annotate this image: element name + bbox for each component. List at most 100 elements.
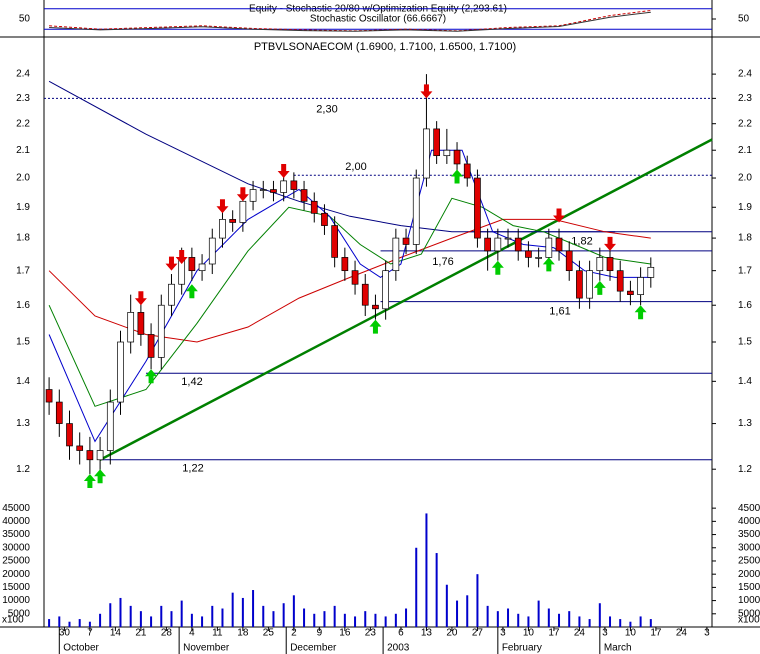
y-tick-label: 1.3 <box>16 418 30 429</box>
volume-bar <box>598 603 601 627</box>
volume-bar <box>364 611 367 627</box>
candle-body <box>423 128 430 179</box>
volume-bar <box>109 603 112 627</box>
sell-arrow <box>604 236 617 251</box>
candle-body <box>627 290 634 295</box>
sell-arrow <box>216 199 229 214</box>
y-tick-label: 2.0 <box>738 173 752 184</box>
volume-bar <box>486 605 489 627</box>
level-label: 1,82 <box>571 236 592 248</box>
buy-arrow <box>491 260 504 275</box>
x-tick-label: 23 <box>365 628 377 639</box>
volume-bar <box>537 600 540 627</box>
volume-bar <box>568 611 571 627</box>
y-tick-label: 1.8 <box>738 233 752 244</box>
stochastic-line <box>49 11 651 32</box>
y-tick-label: 20000 <box>2 569 30 580</box>
moving-average <box>48 197 651 407</box>
candle-body <box>637 277 644 295</box>
volume-bar <box>180 600 183 627</box>
month-label: 2003 <box>387 643 410 654</box>
y-tick-label: 35000 <box>2 529 30 540</box>
candle-body <box>45 389 53 403</box>
y-tick-label: 2.3 <box>738 93 752 104</box>
y-tick-label: 40000 <box>2 516 30 527</box>
y-tick-label: 1.7 <box>16 265 30 276</box>
y-tick-label: 1.8 <box>16 233 30 244</box>
candle-body <box>555 237 563 252</box>
volume-bar <box>68 621 71 627</box>
y-tick-label: 2.4 <box>738 69 752 80</box>
moving-average <box>48 218 651 343</box>
candle-body <box>96 450 104 461</box>
volume-bar <box>384 616 387 627</box>
candle-body <box>494 237 502 252</box>
volume-bar <box>639 616 642 627</box>
volume-bar <box>272 611 275 627</box>
candle-body <box>392 237 400 272</box>
volume-bar <box>476 574 479 627</box>
volume-bar <box>405 608 408 627</box>
y-tick-label: 45000 <box>738 503 760 514</box>
candle-body <box>474 177 481 239</box>
volume-bar <box>78 619 81 627</box>
candle-body <box>514 237 522 252</box>
y-tick-label: 25000 <box>738 556 760 567</box>
candle-body <box>229 219 237 223</box>
volume-bar <box>139 611 142 627</box>
candle-body <box>341 257 349 272</box>
sell-arrow <box>420 84 433 99</box>
volume-bar <box>425 513 428 627</box>
volume-bar <box>517 613 520 627</box>
buy-arrow <box>593 280 606 295</box>
volume-bar <box>241 597 244 627</box>
y-tick-label: 1.4 <box>738 376 752 387</box>
volume-bar <box>150 616 153 627</box>
volume-bar <box>252 590 255 627</box>
y-tick-label: 1.9 <box>16 202 30 213</box>
candle-body <box>372 304 379 310</box>
volume-bar <box>527 616 530 627</box>
volume-bar <box>119 597 122 627</box>
y-tick-label: 50 <box>738 14 750 25</box>
volume-bar <box>211 605 214 627</box>
candle-body <box>239 200 247 223</box>
volume-bar <box>435 553 438 627</box>
candle-body <box>168 283 175 306</box>
buy-arrow <box>83 473 96 488</box>
candle-body <box>382 270 389 310</box>
y-tick-label: 15000 <box>738 582 760 593</box>
level-label: 2,00 <box>345 161 366 173</box>
candle-body <box>463 163 471 179</box>
volume-bar <box>170 611 173 627</box>
candle-body <box>412 177 420 245</box>
volume-bar <box>292 595 295 627</box>
volume-bar <box>262 605 265 627</box>
candle-body <box>361 283 369 306</box>
candle-body <box>535 257 542 259</box>
volume-bar <box>129 605 132 627</box>
y-tick-label: 2.0 <box>16 173 30 184</box>
y-tick-label: 25000 <box>2 556 30 567</box>
volume-bar <box>496 611 499 627</box>
buy-arrow <box>369 319 382 334</box>
volume-bar <box>374 613 377 627</box>
month-label: November <box>183 643 230 654</box>
y-tick-label: 35000 <box>738 529 760 540</box>
x-tick-label: 6 <box>398 628 404 639</box>
volume-bar <box>323 611 326 627</box>
y-tick-label: 50 <box>19 14 31 25</box>
y-tick-label: 1.5 <box>738 337 752 348</box>
sell-arrow <box>175 249 188 264</box>
y-tick-label: 15000 <box>2 582 30 593</box>
y-tick-label: 20000 <box>738 569 760 580</box>
volume-bar <box>231 592 234 627</box>
candle-body <box>280 180 288 193</box>
candle-body <box>576 270 583 299</box>
candle-body <box>321 212 328 226</box>
candle-body <box>586 270 593 299</box>
candle-body <box>310 200 318 214</box>
volume-bar <box>578 616 581 627</box>
buy-arrow <box>634 305 647 320</box>
